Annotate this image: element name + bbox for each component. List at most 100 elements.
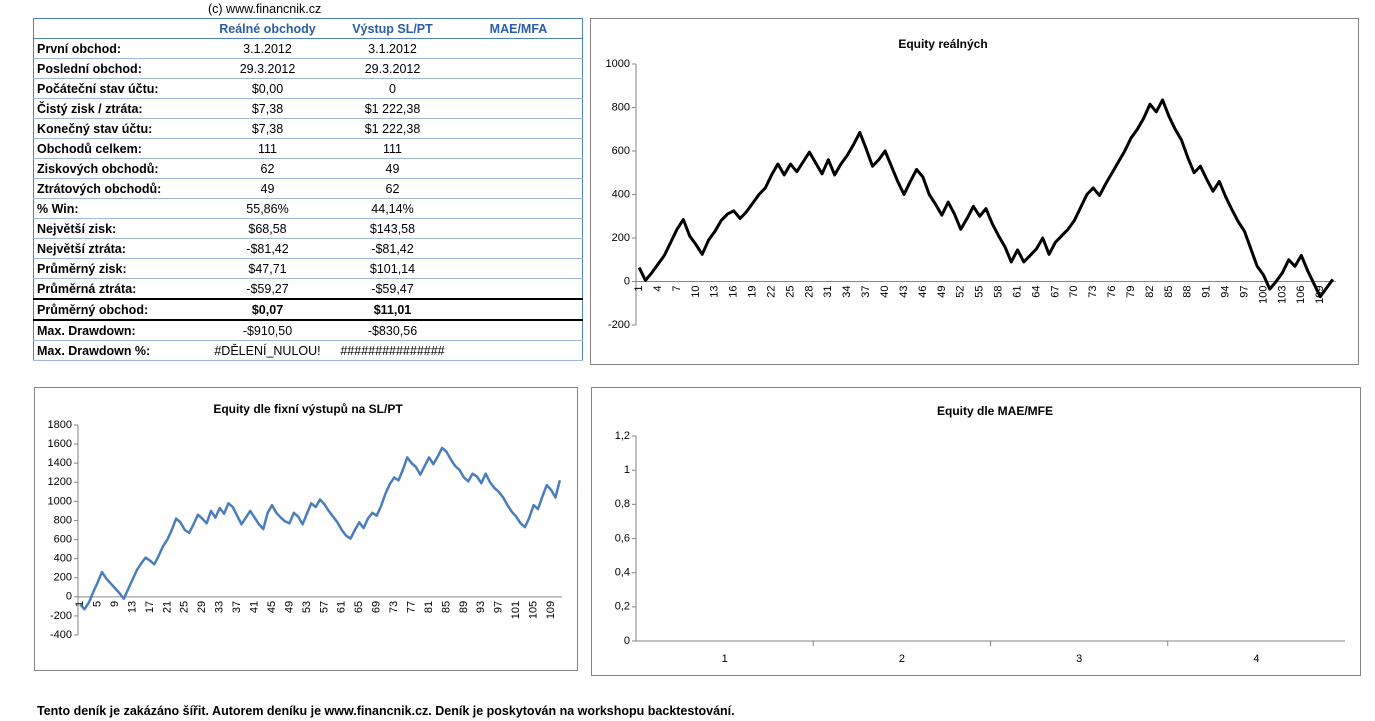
empty-cell bbox=[455, 58, 583, 79]
x-tick-label: 101 bbox=[510, 601, 522, 619]
table-row: Největší zisk: $68,58 $143,58 bbox=[33, 218, 583, 239]
cell-value: 49 bbox=[330, 158, 455, 179]
table-row: Max. Drawdown: -$910,50 -$830,56 bbox=[33, 320, 583, 341]
x-tick-label: 33 bbox=[214, 601, 226, 613]
empty-cell bbox=[455, 298, 583, 321]
row-label: Průměrný obchod: bbox=[33, 298, 205, 321]
row-label: Čistý zisk / ztráta: bbox=[33, 98, 205, 119]
x-tick-label: 19 bbox=[747, 286, 759, 298]
x-tick-label: 82 bbox=[1144, 286, 1156, 298]
x-tick-label: 77 bbox=[405, 601, 417, 613]
x-tick-label: 1 bbox=[74, 601, 86, 607]
cell-value: $1 222,38 bbox=[330, 98, 455, 119]
row-label: Poslední obchod: bbox=[33, 58, 205, 79]
x-tick-label: 67 bbox=[1049, 286, 1061, 298]
x-tick-label: 89 bbox=[458, 601, 470, 613]
row-label: Max. Drawdown %: bbox=[33, 340, 205, 361]
table-row: Průměrný obchod: $0,07 $11,01 bbox=[33, 298, 583, 321]
empty-cell bbox=[455, 178, 583, 199]
table-row: Čistý zisk / ztráta: $7,38 $1 222,38 bbox=[33, 98, 583, 119]
y-tick-label: 1600 bbox=[48, 438, 72, 450]
x-tick-label: 88 bbox=[1182, 286, 1194, 298]
cell-value: -$830,56 bbox=[330, 320, 455, 341]
y-tick-label: 400 bbox=[54, 553, 72, 565]
x-tick-label: 13 bbox=[709, 286, 721, 298]
chart-frame bbox=[591, 387, 1361, 676]
row-label: Ziskových obchodů: bbox=[33, 158, 205, 179]
x-tick-label: 53 bbox=[301, 601, 313, 613]
row-label: Průměrná ztráta: bbox=[33, 278, 205, 300]
equity-line bbox=[637, 98, 1335, 299]
cell-value: 62 bbox=[205, 158, 330, 179]
x-tick-label: 49 bbox=[936, 286, 948, 298]
cell-value: 3.1.2012 bbox=[205, 38, 330, 59]
empty-cell bbox=[455, 320, 583, 341]
empty-cell bbox=[455, 138, 583, 159]
y-tick-label: 0 bbox=[624, 635, 630, 647]
cell-value: 0 bbox=[330, 78, 455, 99]
row-label: První obchod: bbox=[33, 38, 205, 59]
x-tick-label: 45 bbox=[266, 601, 278, 613]
y-tick-label: 800 bbox=[612, 101, 630, 113]
y-tick-label: 600 bbox=[54, 533, 72, 545]
copyright: (c) www.financnik.cz bbox=[208, 2, 321, 16]
y-tick-label: 0 bbox=[66, 591, 72, 603]
x-tick-label: 10 bbox=[690, 286, 702, 298]
row-label: Největší ztráta: bbox=[33, 238, 205, 259]
x-tick-label: 100 bbox=[1257, 286, 1269, 304]
x-tick-label: 4 bbox=[652, 286, 664, 292]
y-tick-label: 0,8 bbox=[615, 498, 630, 510]
row-label: Obchodů celkem: bbox=[33, 138, 205, 159]
x-tick-label: 79 bbox=[1125, 286, 1137, 298]
cell-value: $68,58 bbox=[205, 218, 330, 239]
empty-cell bbox=[455, 218, 583, 239]
table-row: Počáteční stav účtu: $0,00 0 bbox=[33, 78, 583, 99]
empty-cell bbox=[455, 198, 583, 219]
column-header: MAE/MFA bbox=[455, 18, 583, 39]
x-tick-label: 13 bbox=[126, 601, 138, 613]
chart-title: Equity reálných bbox=[898, 37, 987, 51]
x-tick-label: 69 bbox=[371, 601, 383, 613]
x-tick-label: 1 bbox=[722, 653, 728, 665]
y-tick-label: 600 bbox=[612, 145, 630, 157]
y-tick-label: 0,4 bbox=[615, 567, 630, 579]
y-tick-label: 1 bbox=[624, 464, 630, 476]
x-tick-label: 97 bbox=[493, 601, 505, 613]
chart-title: Equity dle MAE/MFE bbox=[937, 404, 1053, 418]
x-tick-label: 43 bbox=[898, 286, 910, 298]
cell-value: -$59,47 bbox=[330, 278, 455, 300]
x-tick-label: 55 bbox=[974, 286, 986, 298]
y-tick-label: 1000 bbox=[48, 495, 72, 507]
y-tick-label: 0,2 bbox=[615, 601, 630, 613]
chart-frame bbox=[34, 387, 578, 671]
cell-value: -$81,42 bbox=[205, 238, 330, 259]
chart-title: Equity dle fixní výstupů na SL/PT bbox=[213, 402, 403, 416]
x-tick-label: 81 bbox=[423, 601, 435, 613]
x-tick-label: 49 bbox=[283, 601, 295, 613]
x-tick-label: 25 bbox=[179, 601, 191, 613]
x-tick-label: 31 bbox=[822, 286, 834, 298]
table-row: První obchod: 3.1.2012 3.1.2012 bbox=[33, 38, 583, 59]
cell-value: $101,14 bbox=[330, 258, 455, 279]
x-tick-label: 97 bbox=[1238, 286, 1250, 298]
x-tick-label: 28 bbox=[803, 286, 815, 298]
empty-cell bbox=[455, 158, 583, 179]
x-tick-label: 85 bbox=[1163, 286, 1175, 298]
x-tick-label: 91 bbox=[1201, 286, 1213, 298]
x-tick-label: 3 bbox=[1076, 653, 1082, 665]
x-tick-label: 85 bbox=[440, 601, 452, 613]
y-tick-label: 1200 bbox=[48, 476, 72, 488]
cell-value: 29.3.2012 bbox=[330, 58, 455, 79]
y-tick-label: 400 bbox=[612, 188, 630, 200]
cell-value: $0,00 bbox=[205, 78, 330, 99]
x-tick-label: 61 bbox=[1011, 285, 1023, 297]
table-row: Ztrátových obchodů: 49 62 bbox=[33, 178, 583, 199]
x-tick-label: 17 bbox=[144, 601, 156, 613]
table-row: Max. Drawdown %: #DĚLENÍ_NULOU! ##########… bbox=[33, 340, 583, 361]
cell-value: #DĚLENÍ_NULOU! bbox=[205, 340, 330, 361]
cell-value: 3.1.2012 bbox=[330, 38, 455, 59]
cell-value: -$59,27 bbox=[205, 278, 330, 300]
x-tick-label: 9 bbox=[109, 601, 121, 607]
x-tick-label: 52 bbox=[955, 286, 967, 298]
